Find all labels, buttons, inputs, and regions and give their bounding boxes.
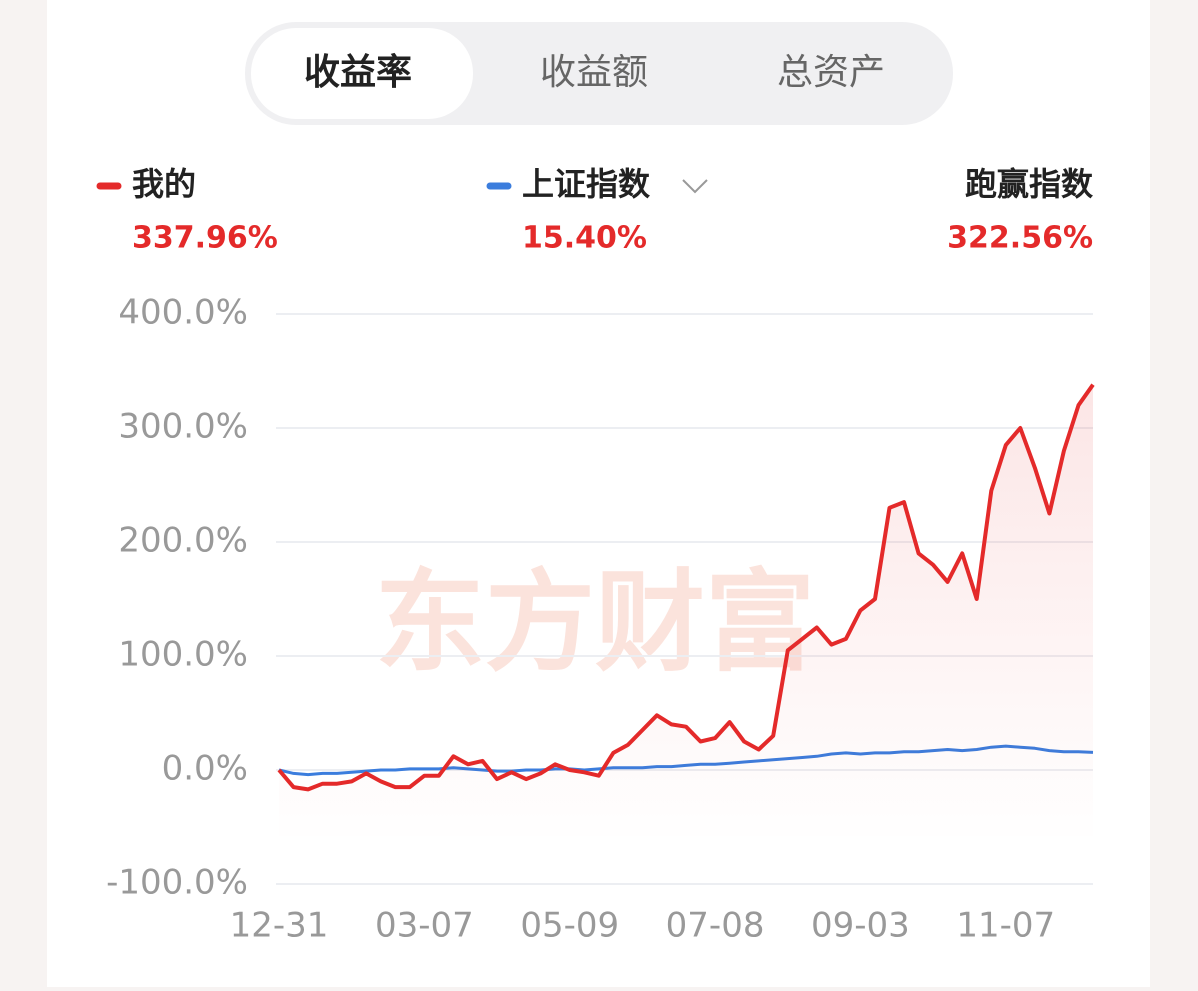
series-line bbox=[277, 383, 1095, 792]
tab[interactable]: 收益率 bbox=[304, 52, 412, 93]
x-tick-label: 09-03 bbox=[811, 906, 910, 946]
y-tick-label: 0.0% bbox=[162, 749, 248, 789]
x-tick-label: 11-07 bbox=[956, 906, 1055, 946]
area bbox=[279, 384, 1093, 844]
tab[interactable]: 总资产 bbox=[777, 52, 885, 93]
y-tick-label: 400.0% bbox=[118, 293, 248, 333]
chart: 东方财富 我的 337.96% 上证指数 15.40% 跑赢指数 322.56% -100.0… bbox=[96, 165, 1095, 946]
x-tick-label: 05-09 bbox=[520, 906, 619, 946]
legend-label: 我的 bbox=[132, 165, 196, 203]
legend-label[interactable]: 上证指数 bbox=[522, 165, 651, 203]
dropdown-chevron bbox=[682, 179, 708, 194]
tab[interactable]: 收益额 bbox=[540, 52, 648, 93]
y-tick-label: 300.0% bbox=[118, 407, 248, 447]
outperform-label: 跑赢指数 bbox=[965, 165, 1094, 203]
y-tick-label: 200.0% bbox=[118, 521, 248, 561]
x-tick-label: 03-07 bbox=[375, 906, 474, 946]
x-tick-label: 07-08 bbox=[666, 906, 765, 946]
legend-value: 15.40% bbox=[522, 221, 647, 256]
active-tab-bg bbox=[251, 28, 473, 119]
x-tick-label: 12-31 bbox=[230, 906, 329, 946]
y-tick-label: -100.0% bbox=[106, 863, 248, 903]
y-tick-label: 100.0% bbox=[118, 635, 248, 675]
outperform-value: 322.56% bbox=[947, 221, 1093, 256]
legend-value: 337.96% bbox=[132, 221, 278, 256]
watermark: 东方财富 bbox=[375, 558, 815, 686]
